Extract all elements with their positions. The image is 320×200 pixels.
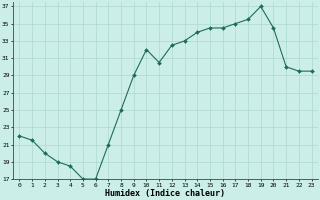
X-axis label: Humidex (Indice chaleur): Humidex (Indice chaleur): [106, 189, 226, 198]
